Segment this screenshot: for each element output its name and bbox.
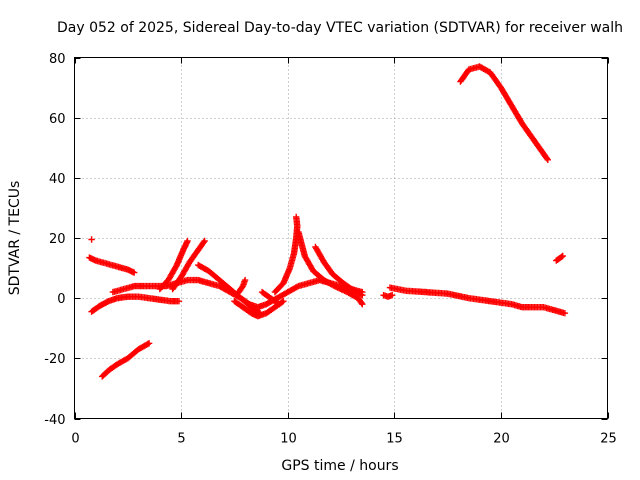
x-tick-label: 15	[386, 432, 403, 447]
y-tick-label: 80	[49, 52, 66, 67]
y-tick-label: 20	[49, 232, 66, 247]
data-point	[175, 298, 183, 305]
data-point	[558, 253, 565, 260]
data-point	[274, 300, 282, 307]
x-tick-label: 5	[177, 432, 185, 447]
series-track-r	[553, 252, 566, 264]
series-track-k	[258, 288, 283, 308]
y-axis: -40 -20 0 20 40 60 80	[44, 52, 608, 428]
data-point	[184, 237, 191, 245]
series-track-p	[386, 284, 569, 317]
y-tick-label: 0	[57, 292, 65, 307]
grid	[74, 57, 608, 419]
data-point	[200, 239, 207, 246]
data-point	[358, 299, 365, 307]
series-track-q	[457, 63, 551, 163]
data-point	[357, 291, 365, 298]
series-track-n	[312, 243, 366, 299]
series-track-h	[195, 261, 264, 317]
x-tick-label: 10	[280, 432, 297, 447]
data-point	[145, 340, 153, 347]
data-point	[359, 301, 366, 308]
data-point	[359, 292, 366, 299]
series-track-f	[156, 237, 191, 293]
data-point	[88, 236, 95, 243]
series-track-o	[380, 292, 396, 300]
y-tick-label: 40	[49, 172, 66, 187]
data-point	[543, 155, 551, 162]
data-point	[559, 252, 566, 260]
data-point	[280, 298, 287, 305]
series-track-g	[169, 237, 208, 293]
series-track-a	[86, 254, 138, 276]
x-axis-label: GPS time / hours	[281, 458, 398, 474]
series-track-l	[271, 213, 301, 296]
plot-frame	[74, 57, 608, 419]
chart-title: Day 052 of 2025, Sidereal Day-to-day VTE…	[57, 20, 623, 36]
data-point	[201, 237, 208, 245]
data-point	[544, 156, 551, 163]
y-axis-label: SDTVAR / TECUs	[7, 181, 23, 296]
series-track-m	[295, 228, 366, 308]
data-point	[131, 269, 138, 276]
x-tick-label: 25	[600, 432, 617, 447]
data-points	[86, 63, 569, 380]
data-point	[276, 301, 283, 308]
series-track-c	[99, 340, 153, 380]
data-point	[293, 283, 301, 291]
series-track-j	[233, 276, 249, 299]
x-tick-label: 0	[71, 432, 79, 447]
x-tick-label: 20	[493, 432, 510, 447]
x-axis: 0 5 10 15 20 25	[71, 57, 617, 447]
series-track-d	[88, 293, 183, 315]
y-tick-label: 60	[49, 112, 66, 127]
data-point	[389, 292, 396, 299]
y-tick-label: -20	[44, 352, 65, 367]
data-point	[241, 276, 249, 284]
series-track-b	[88, 236, 95, 243]
data-point	[561, 310, 569, 317]
data-point	[293, 213, 300, 221]
y-tick-label: -40	[44, 413, 65, 428]
